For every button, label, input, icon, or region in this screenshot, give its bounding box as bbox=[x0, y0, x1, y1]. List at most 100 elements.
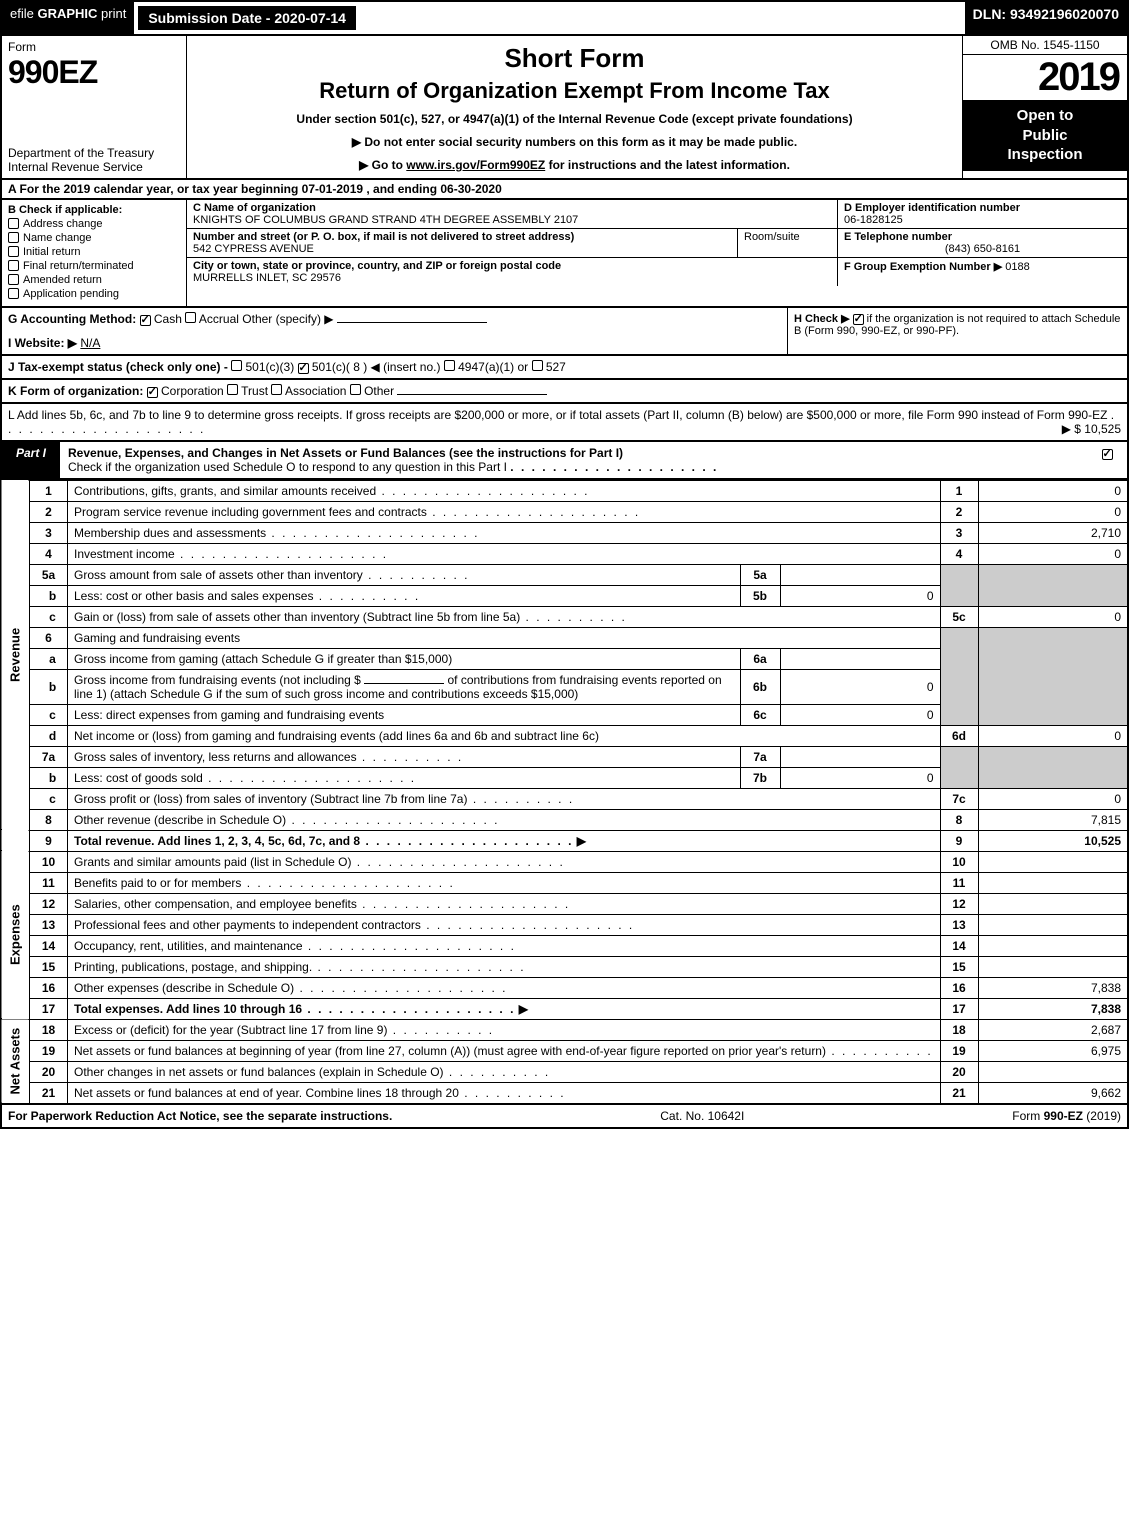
line-desc: Gross sales of inventory, less returns a… bbox=[68, 746, 741, 767]
dots-icon bbox=[826, 1044, 933, 1058]
line-rnum: 19 bbox=[940, 1040, 978, 1061]
checkbox-accrual-icon[interactable] bbox=[185, 312, 196, 323]
line-num: b bbox=[30, 767, 68, 788]
line-rnum: 16 bbox=[940, 977, 978, 998]
line-desc: Other revenue (describe in Schedule O) bbox=[68, 809, 941, 830]
line-val bbox=[978, 956, 1128, 977]
chk-address-change: Address change bbox=[8, 218, 180, 230]
line-rnum: 21 bbox=[940, 1082, 978, 1104]
dots-icon bbox=[203, 771, 416, 785]
checkbox-part1-icon[interactable] bbox=[1102, 449, 1113, 460]
open-public-block: Open to Public Inspection bbox=[963, 100, 1127, 171]
box-val bbox=[780, 746, 940, 767]
open-to: Open to bbox=[967, 106, 1123, 126]
topbar-spacer bbox=[360, 2, 965, 34]
checkbox-assoc-icon[interactable] bbox=[271, 384, 282, 395]
line-desc: Program service revenue including govern… bbox=[68, 501, 941, 522]
header-right: OMB No. 1545-1150 2019 Open to Public In… bbox=[962, 36, 1127, 178]
line-num: c bbox=[30, 788, 68, 809]
header-mid: Short Form Return of Organization Exempt… bbox=[187, 36, 962, 178]
col-c: C Name of organization KNIGHTS OF COLUMB… bbox=[187, 200, 1127, 306]
checkbox-icon[interactable] bbox=[8, 218, 19, 229]
row-c-name: C Name of organization KNIGHTS OF COLUMB… bbox=[187, 200, 1127, 229]
line-desc: Total revenue. Add lines 1, 2, 3, 4, 5c,… bbox=[68, 830, 941, 851]
irs-link[interactable]: www.irs.gov/Form990EZ bbox=[406, 158, 545, 172]
line-num: 21 bbox=[30, 1082, 68, 1104]
row-address: Number and street (or P. O. box, if mail… bbox=[187, 229, 1127, 258]
line-num: 9 bbox=[30, 830, 68, 851]
line-val: 0 bbox=[978, 501, 1128, 522]
note-goto-post: for instructions and the latest informat… bbox=[545, 158, 790, 172]
line-desc-text: Professional fees and other payments to … bbox=[74, 918, 421, 932]
efile-print[interactable]: print bbox=[101, 6, 126, 21]
line-num: 13 bbox=[30, 914, 68, 935]
checkbox-icon[interactable] bbox=[8, 260, 19, 271]
row-l-gross-receipts: L Add lines 5b, 6c, and 7b to line 9 to … bbox=[0, 404, 1129, 442]
line-num: 19 bbox=[30, 1040, 68, 1061]
chk-label: Application pending bbox=[23, 288, 119, 300]
dept-treasury: Department of the Treasury bbox=[8, 146, 180, 160]
chk-app-pending: Application pending bbox=[8, 288, 180, 300]
line-rnum: 2 bbox=[940, 501, 978, 522]
k-other-line bbox=[397, 394, 547, 395]
dots-icon bbox=[360, 834, 573, 848]
chk-name-change: Name change bbox=[8, 232, 180, 244]
addr-label: Number and street (or P. O. box, if mail… bbox=[193, 231, 731, 243]
line-desc: Occupancy, rent, utilities, and maintena… bbox=[68, 935, 941, 956]
dots-icon bbox=[467, 792, 574, 806]
d-ein-cell: D Employer identification number 06-1828… bbox=[837, 200, 1127, 228]
row-g-accounting: G Accounting Method: Cash Accrual Other … bbox=[2, 308, 787, 354]
line-num: 10 bbox=[30, 851, 68, 872]
shade-cell bbox=[978, 746, 1128, 788]
part1-check bbox=[1087, 442, 1127, 478]
line-val bbox=[978, 935, 1128, 956]
checkbox-cash-icon[interactable] bbox=[140, 315, 151, 326]
table-row: Net Assets 18 Excess or (deficit) for th… bbox=[1, 1019, 1128, 1040]
line-num: 2 bbox=[30, 501, 68, 522]
checkbox-527-icon[interactable] bbox=[532, 360, 543, 371]
checkbox-501c3-icon[interactable] bbox=[231, 360, 242, 371]
l-text: L Add lines 5b, 6c, and 7b to line 9 to … bbox=[8, 408, 1107, 422]
side-revenue: Revenue bbox=[1, 480, 30, 830]
line-val: 7,815 bbox=[978, 809, 1128, 830]
line-num: 16 bbox=[30, 977, 68, 998]
note-goto-pre: ▶ Go to bbox=[359, 158, 406, 172]
checkbox-trust-icon[interactable] bbox=[227, 384, 238, 395]
efile-prefix: efile bbox=[10, 6, 37, 21]
dots-icon bbox=[286, 813, 499, 827]
box-label: 5a bbox=[740, 564, 780, 585]
table-row: 11 Benefits paid to or for members 11 bbox=[1, 872, 1128, 893]
dots-icon bbox=[357, 897, 570, 911]
checkbox-icon[interactable] bbox=[8, 288, 19, 299]
addr-value: 542 CYPRESS AVENUE bbox=[193, 243, 731, 255]
checkbox-icon[interactable] bbox=[8, 274, 19, 285]
line-desc: Excess or (deficit) for the year (Subtra… bbox=[68, 1019, 941, 1040]
line-desc: Other changes in net assets or fund bala… bbox=[68, 1061, 941, 1082]
line-num: 5a bbox=[30, 564, 68, 585]
line-desc: Gross income from gaming (attach Schedul… bbox=[68, 648, 741, 669]
line-desc-text: Benefits paid to or for members bbox=[74, 876, 241, 890]
checkbox-501c-icon[interactable] bbox=[298, 363, 309, 374]
line-val: 0 bbox=[978, 725, 1128, 746]
row-i-website: I Website: ▶ N/A bbox=[8, 336, 781, 350]
checkbox-other-icon[interactable] bbox=[350, 384, 361, 395]
part1-check-text: Check if the organization used Schedule … bbox=[68, 460, 507, 474]
box-val bbox=[780, 564, 940, 585]
line-desc-text: Grants and similar amounts paid (list in… bbox=[74, 855, 351, 869]
line-desc-text: Other expenses (describe in Schedule O) bbox=[74, 981, 294, 995]
public: Public bbox=[967, 126, 1123, 146]
line-rnum: 5c bbox=[940, 606, 978, 627]
checkbox-h-icon[interactable] bbox=[853, 314, 864, 325]
checkbox-corp-icon[interactable] bbox=[147, 387, 158, 398]
submission-date-block: Submission Date - 2020-07-14 bbox=[136, 4, 358, 32]
line-desc: Gain or (loss) from sale of assets other… bbox=[68, 606, 941, 627]
checkbox-icon[interactable] bbox=[8, 246, 19, 257]
checkbox-icon[interactable] bbox=[8, 232, 19, 243]
line-desc-text: Salaries, other compensation, and employ… bbox=[74, 897, 357, 911]
footer-mid: Cat. No. 10642I bbox=[660, 1109, 744, 1123]
line-desc: Net income or (loss) from gaming and fun… bbox=[68, 725, 941, 746]
k-corp: Corporation bbox=[158, 384, 227, 398]
c-name-cell: C Name of organization KNIGHTS OF COLUMB… bbox=[187, 200, 837, 228]
checkbox-4947-icon[interactable] bbox=[444, 360, 455, 371]
line-num: 12 bbox=[30, 893, 68, 914]
